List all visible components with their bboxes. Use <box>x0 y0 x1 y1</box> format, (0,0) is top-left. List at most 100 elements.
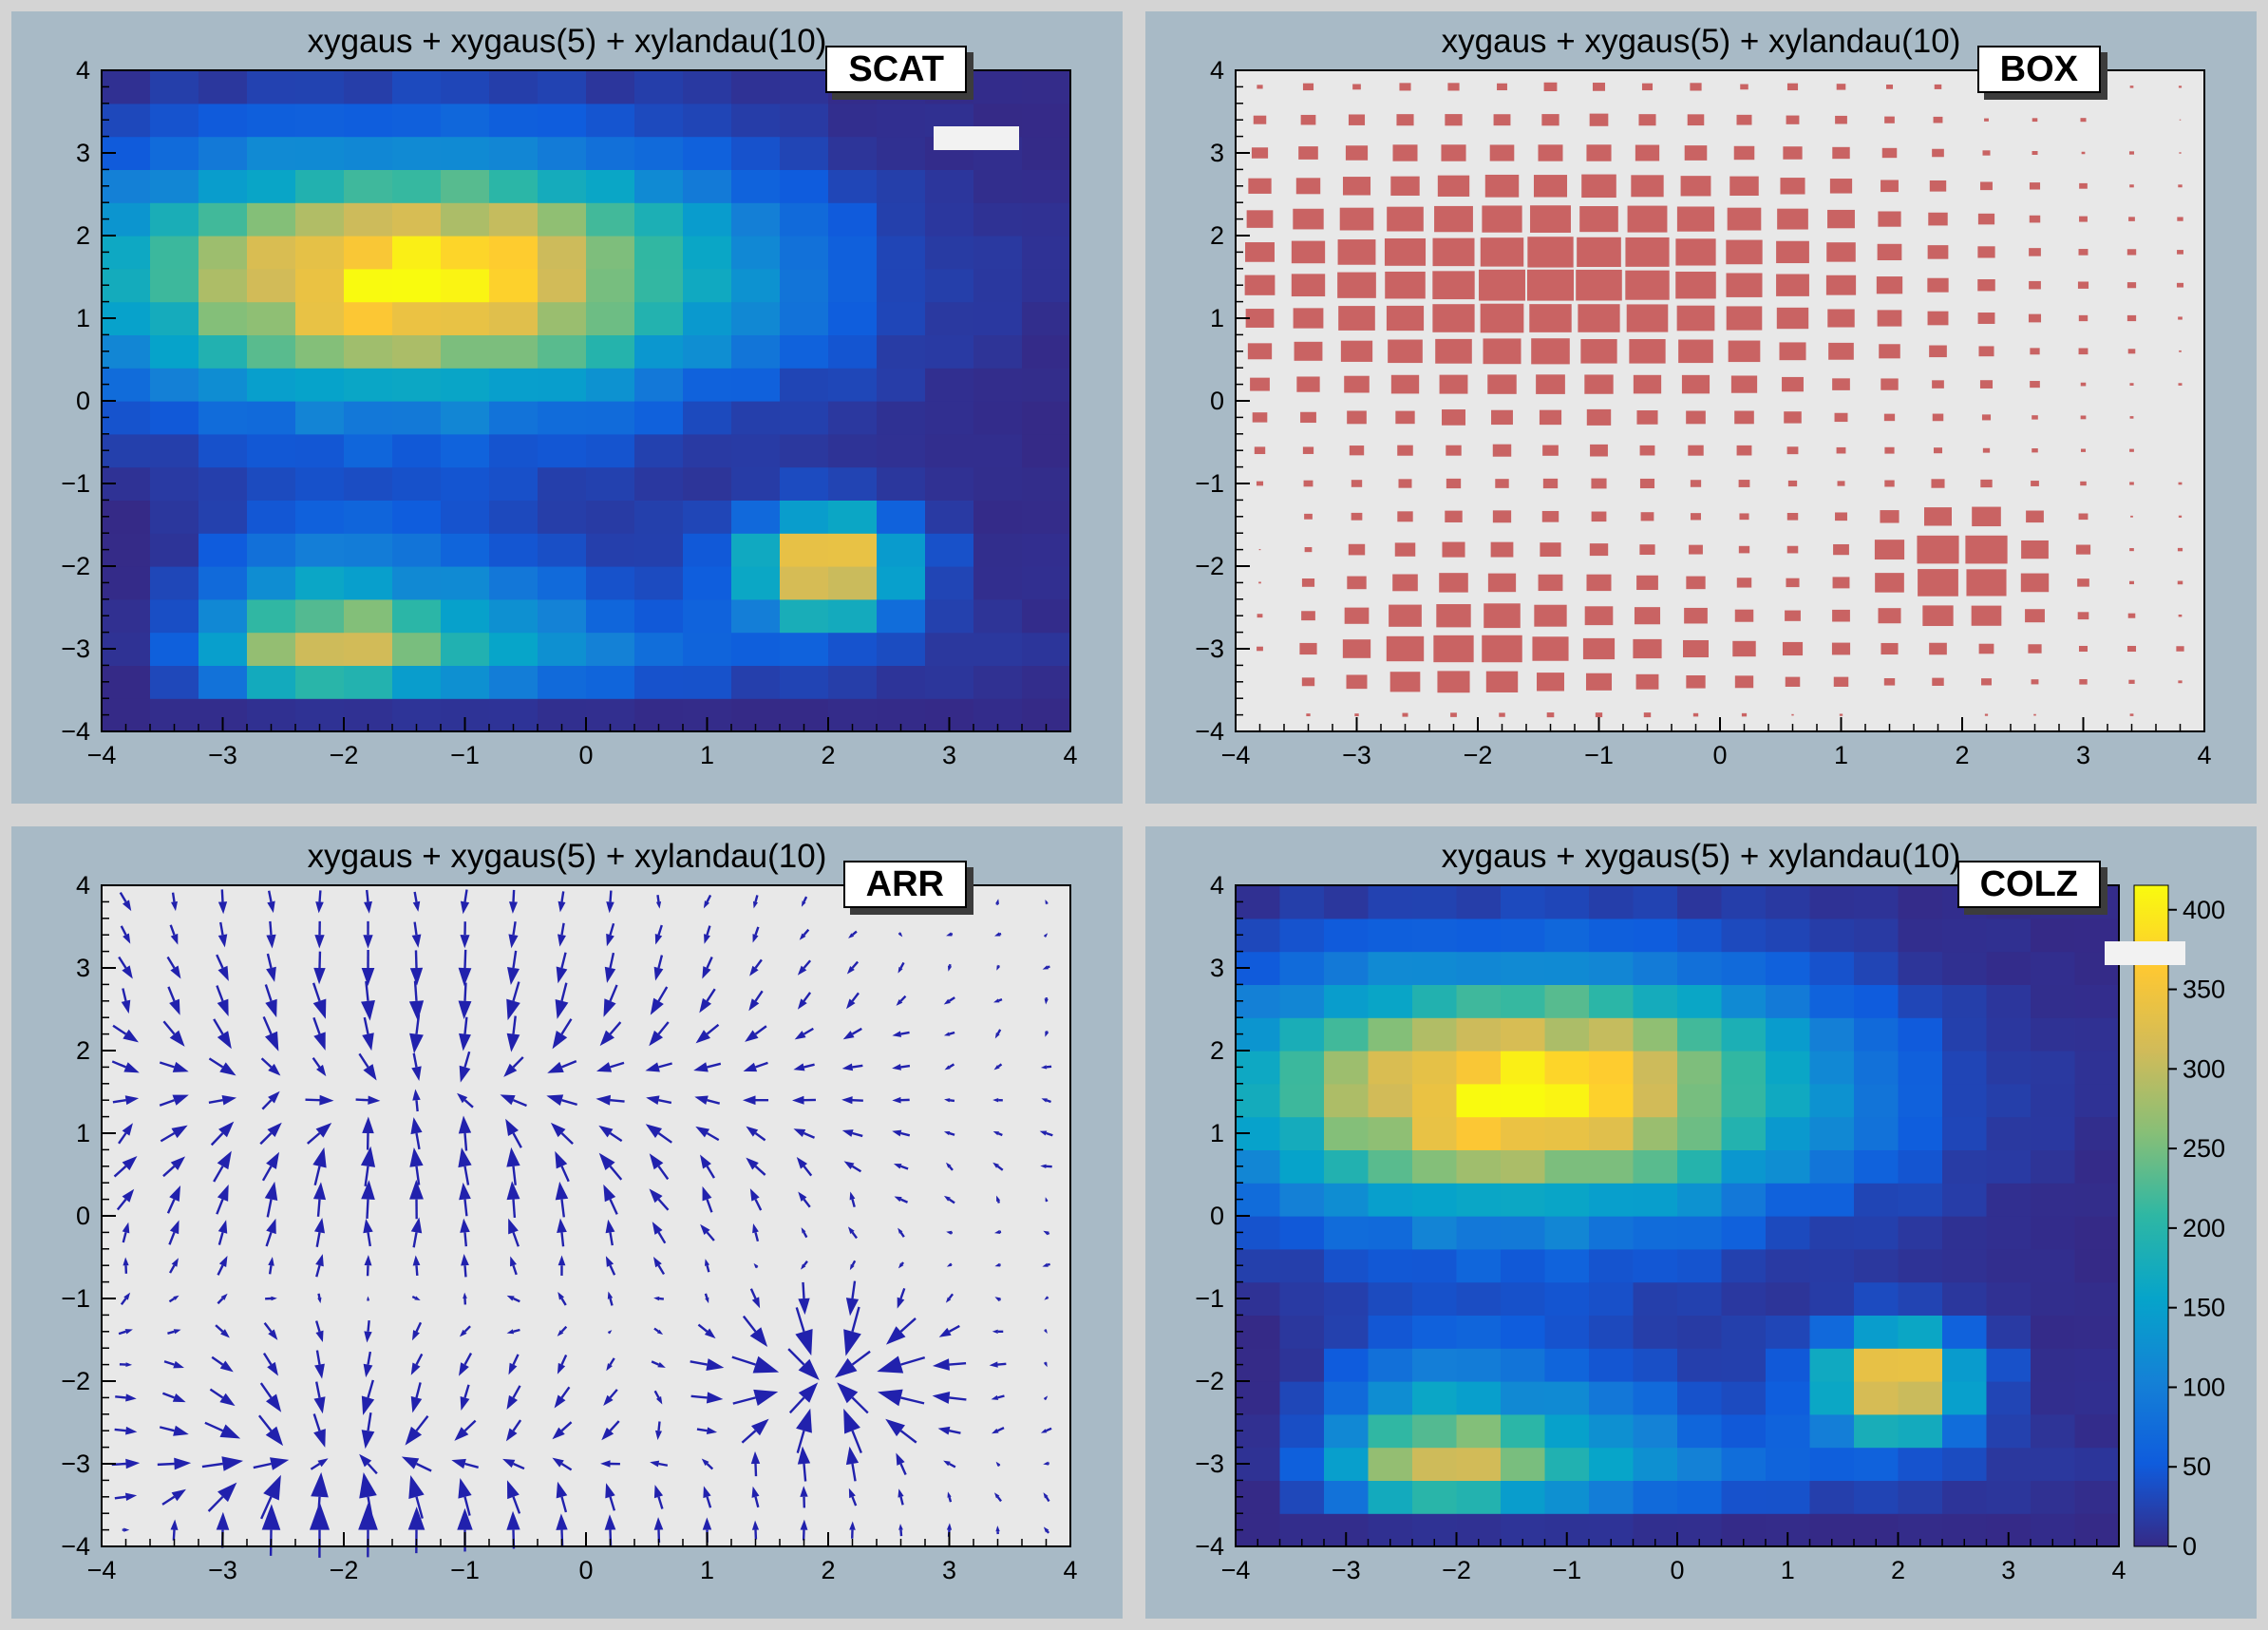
y-tick-label: −2 <box>61 1367 90 1395</box>
arrow-shaft <box>754 1232 760 1242</box>
arrow-head <box>898 932 903 938</box>
box-marker <box>1337 272 1376 298</box>
arrow-head <box>506 1329 515 1335</box>
heat-cell <box>247 500 296 534</box>
heat-cell <box>1721 1480 1767 1514</box>
heat-cell <box>731 70 781 104</box>
heat-cell <box>731 500 781 534</box>
arrow-head <box>414 1296 421 1300</box>
box-marker <box>1981 678 1992 686</box>
box-marker <box>1876 276 1903 294</box>
y-tick-label: −1 <box>1195 469 1224 498</box>
arrow-shaft <box>999 1298 1002 1301</box>
heat-cell <box>925 533 974 567</box>
arrow-shaft <box>120 1298 127 1306</box>
box-marker <box>1439 573 1468 593</box>
heat-cell <box>683 103 732 138</box>
arrow-shaft <box>120 925 127 936</box>
heat-cell <box>780 401 829 435</box>
box-marker <box>1929 180 1947 192</box>
box-marker <box>1827 309 1855 328</box>
heat-cell <box>2074 1348 2120 1382</box>
arrow-head <box>947 965 953 972</box>
box-marker <box>1692 712 1699 717</box>
box-marker <box>1929 642 1947 655</box>
box-marker <box>1531 338 1570 365</box>
heat-cell <box>441 401 490 435</box>
box-marker <box>1304 547 1313 553</box>
heat-cell <box>925 169 974 203</box>
arrow-head <box>604 966 616 983</box>
heat-cell <box>586 268 635 303</box>
heat-cell <box>1412 1348 1458 1382</box>
box-marker <box>2029 215 2041 223</box>
heat-cell <box>683 368 732 402</box>
heat-cell <box>634 632 684 666</box>
heat-cell <box>1942 1315 1988 1349</box>
x-tick-label: 2 <box>821 741 835 769</box>
arrow-head <box>1044 998 1049 1005</box>
heat-cell <box>1986 1413 2032 1449</box>
heat-cell <box>1501 885 1546 919</box>
box-marker <box>1835 512 1847 521</box>
heat-cell <box>925 566 974 600</box>
heat-cell <box>1544 984 1590 1018</box>
heat-cell <box>1898 1447 1943 1481</box>
arrow-shaft <box>803 1027 814 1035</box>
box-marker <box>1592 83 1606 91</box>
arrow-shaft <box>852 1131 863 1138</box>
heat-cell <box>1368 1216 1413 1250</box>
heat-cell <box>1986 1248 2032 1283</box>
heat-cell <box>2031 1116 2076 1150</box>
arrow-shaft <box>358 1052 369 1069</box>
box-marker <box>2032 415 2038 420</box>
heat-cell <box>1766 1348 1811 1382</box>
arrow-shaft <box>690 1394 708 1399</box>
heat-cell <box>925 301 974 335</box>
arrow-shaft <box>267 890 273 902</box>
heat-cell <box>925 500 974 534</box>
heat-cell <box>1898 951 1943 985</box>
heat-cell <box>295 566 345 600</box>
heat-cell <box>877 665 926 699</box>
arrow-head <box>506 1033 520 1052</box>
arrow-head <box>367 1296 370 1300</box>
heat-cell <box>489 500 539 534</box>
heat-cell <box>198 70 248 104</box>
heat-cell <box>1368 1051 1413 1085</box>
heat-cell <box>198 665 248 699</box>
box-marker <box>1434 205 1473 233</box>
heat-cell <box>1456 1051 1502 1085</box>
arrow-shaft <box>851 1496 858 1507</box>
arrow-head <box>898 1488 904 1498</box>
plot-area-arr: −4 −3 −2 −1 0 1 2 3 4 −4 −3 −2 −1 0 1 2 3 4 <box>11 826 1123 1619</box>
x-tick-label: 2 <box>821 1556 835 1584</box>
arrow-head <box>996 965 1001 971</box>
heat-cell <box>489 368 539 402</box>
arrow-shaft <box>463 1016 468 1034</box>
heat-cell <box>1766 1017 1811 1052</box>
arrow-shaft <box>463 1132 468 1151</box>
arrow-head <box>556 1513 568 1530</box>
heat-cell <box>1677 1183 1723 1217</box>
heat-cell <box>683 401 732 435</box>
palette-tick-label: 400 <box>2183 896 2225 924</box>
arrow-head <box>704 934 710 944</box>
arrow-head <box>124 1492 138 1501</box>
heat-cell <box>1279 1248 1325 1283</box>
box-marker <box>1489 144 1515 161</box>
arrow-head <box>645 1062 660 1072</box>
heat-cell <box>2074 1216 2120 1250</box>
heat-cell <box>1677 1051 1723 1085</box>
arrow-shaft <box>803 896 808 902</box>
arrow-shaft <box>560 1325 568 1333</box>
box-marker <box>2179 350 2182 352</box>
arrow-shaft <box>1046 1099 1051 1104</box>
arrow-shaft <box>949 1063 955 1069</box>
y-tick-label: −1 <box>1195 1284 1224 1313</box>
box-marker <box>1487 374 1517 394</box>
heat-cell <box>1986 1083 2032 1118</box>
box-marker <box>1291 274 1326 297</box>
frame-background <box>102 885 1070 1546</box>
